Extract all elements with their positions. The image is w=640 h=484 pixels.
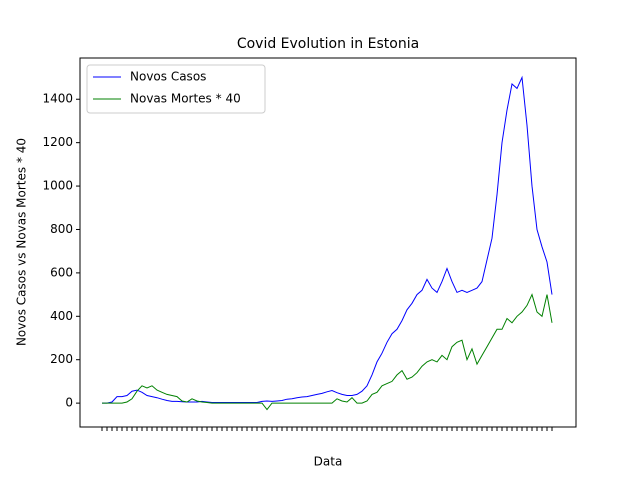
y-tick-label: 400 <box>50 309 73 323</box>
plot-frame <box>79 57 577 428</box>
series-line <box>102 293 553 411</box>
y-tick-label: 1000 <box>42 179 73 193</box>
x-axis-label: Data <box>314 455 343 469</box>
y-axis-label: Novos Casos vs Novas Mortes * 40 <box>15 138 29 346</box>
y-tick-label: 800 <box>50 222 73 236</box>
chart-title: Covid Evolution in Estonia <box>237 36 419 52</box>
legend-label: Novos Casos <box>130 70 206 84</box>
y-tick-label: 1400 <box>42 92 73 106</box>
series-line <box>102 75 553 404</box>
y-tick-label: 1200 <box>42 135 73 149</box>
legend-label: Novas Mortes * 40 <box>130 92 241 106</box>
legend-box <box>86 64 266 114</box>
y-tick-label: 200 <box>50 352 73 366</box>
y-tick-label: 0 <box>65 396 73 410</box>
y-tick-label: 600 <box>50 265 73 279</box>
